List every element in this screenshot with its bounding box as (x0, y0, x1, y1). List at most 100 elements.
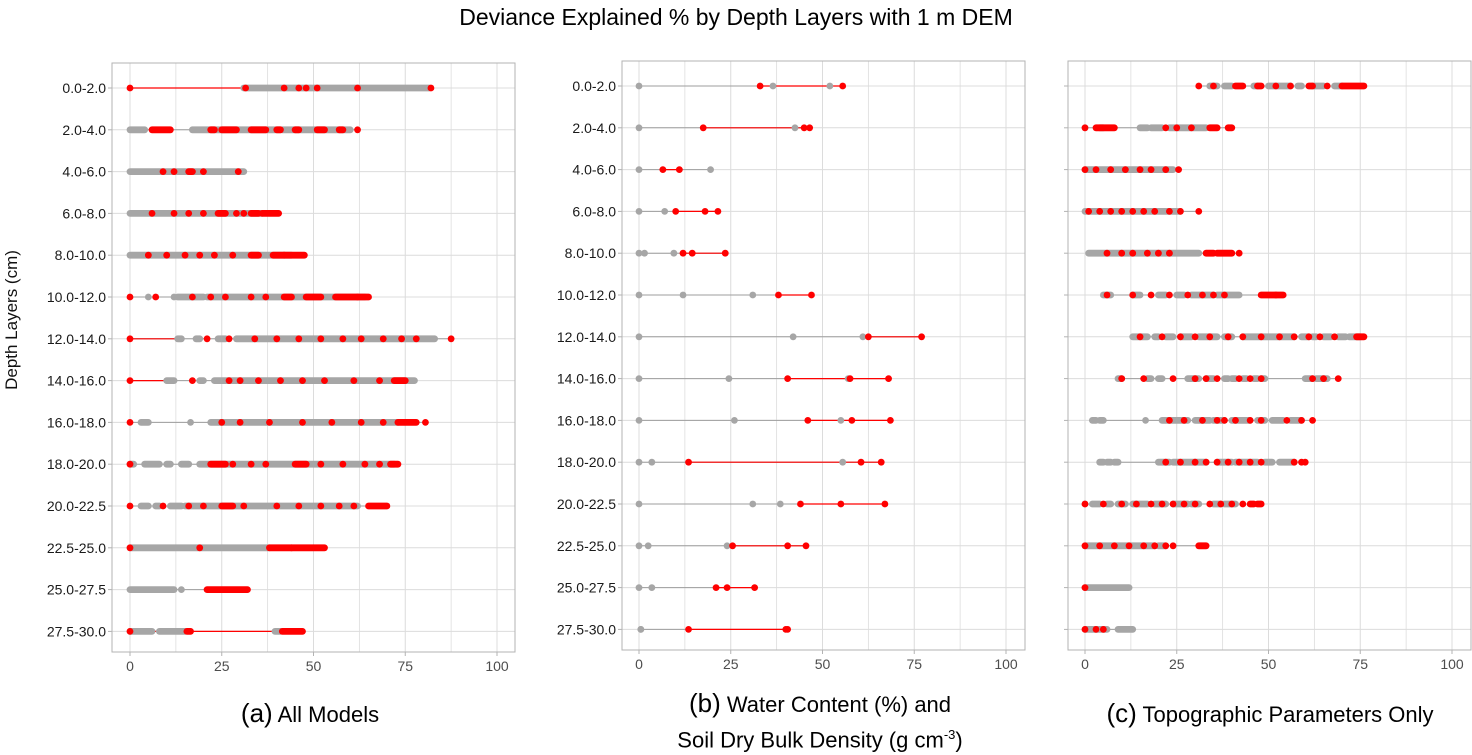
red-point-cluster (291, 460, 310, 468)
red-point (447, 335, 455, 343)
red-point (701, 208, 709, 215)
row-14.0-16.0 (635, 375, 892, 382)
row-27.5-30.0 (1081, 626, 1137, 633)
red-point (1276, 333, 1283, 341)
red-point (247, 293, 255, 301)
grey-point (635, 375, 643, 382)
red-point (1283, 417, 1291, 424)
red-point-cluster (247, 210, 262, 217)
red-point-cluster (218, 126, 240, 134)
red-point (196, 544, 204, 552)
red-point (797, 500, 804, 508)
red-point (672, 208, 680, 215)
red-point (1173, 124, 1181, 132)
red-point (1118, 375, 1126, 382)
red-point (848, 417, 856, 424)
grey-point-cluster (155, 628, 189, 635)
caption-c: (c) Topographic Parameters Only (1070, 698, 1470, 730)
caption-b-superscript: -3 (943, 727, 956, 742)
grey-point (635, 458, 643, 466)
red-point (1224, 333, 1232, 341)
red-point (784, 375, 792, 382)
red-point-cluster (207, 126, 218, 134)
red-point (357, 335, 365, 343)
red-point (1180, 417, 1188, 424)
red-point (126, 84, 134, 92)
grid (1068, 61, 1471, 650)
caption-a: (a) All Models (110, 698, 510, 730)
y-tick-label: 8.0-10.0 (565, 245, 617, 261)
grey-point-cluster (126, 586, 178, 593)
red-point (354, 126, 361, 134)
red-point-cluster (387, 460, 402, 468)
grey-point-cluster (137, 419, 152, 426)
red-point (886, 417, 894, 424)
row-18.0-20.0 (635, 458, 885, 466)
caption-b: (b) Water Content (%) and Soil Dry Bulk … (620, 688, 1020, 755)
red-point (723, 584, 731, 591)
red-point (379, 335, 387, 343)
red-point (1224, 458, 1232, 466)
red-point (398, 335, 405, 343)
red-point (1166, 417, 1173, 424)
row-6.0-8.0 (1081, 208, 1203, 215)
grey-point-cluster (1088, 500, 1104, 508)
red-point (1081, 124, 1089, 132)
red-point (837, 500, 845, 508)
red-point (1199, 417, 1206, 424)
red-point (280, 84, 288, 92)
red-point (196, 251, 204, 259)
red-point (1239, 500, 1247, 508)
row-8.0-10.0 (126, 251, 308, 259)
grey-point (144, 293, 152, 301)
red-point (1257, 458, 1265, 466)
y-tick-label: 22.5-25.0 (557, 538, 616, 554)
row-18.0-20.0 (1096, 458, 1309, 466)
red-point (427, 84, 435, 92)
row-25.0-27.5 (126, 586, 251, 593)
red-point (255, 377, 262, 384)
grey-point (635, 166, 643, 174)
grey-point-cluster (310, 84, 433, 92)
row-4.0-6.0 (1081, 166, 1182, 174)
caption-a-text: All Models (277, 702, 380, 727)
red-point (808, 291, 815, 299)
y-tick-label: 16.0-18.0 (557, 412, 616, 428)
row-2.0-4.0 (1081, 124, 1236, 132)
x-tick-label: 75 (906, 656, 922, 672)
red-point (126, 293, 134, 301)
x-tick-label: 50 (815, 656, 831, 672)
red-point (1305, 333, 1313, 341)
red-point (144, 251, 152, 259)
grey-point (670, 249, 678, 257)
red-point (1110, 542, 1118, 550)
red-point (1290, 458, 1298, 466)
red-point (317, 460, 325, 468)
red-point (1175, 166, 1182, 174)
red-point (1147, 166, 1155, 174)
row-2.0-4.0 (126, 126, 361, 134)
row-2.0-4.0 (635, 124, 814, 132)
grey-point-cluster (1213, 291, 1243, 299)
red-point-cluster (1213, 249, 1236, 257)
red-point (1107, 166, 1115, 174)
red-point-cluster (183, 628, 194, 635)
red-point (1191, 375, 1199, 382)
red-point (685, 458, 692, 466)
red-point (126, 628, 134, 635)
grey-point (749, 500, 757, 508)
red-point (1195, 208, 1203, 215)
grey-point (635, 542, 643, 550)
y-tick-label: 22.5-25.0 (47, 540, 106, 556)
caption-c-text: Topographic Parameters Only (1142, 702, 1434, 727)
x-tick-label: 25 (1169, 656, 1185, 672)
y-tick-label: 2.0-4.0 (572, 120, 616, 136)
red-point (721, 249, 729, 257)
red-point (126, 419, 134, 426)
red-point (756, 82, 764, 90)
red-point-cluster (1272, 291, 1287, 299)
grey-point (859, 333, 867, 341)
grey-point-cluster (1114, 626, 1137, 633)
row-6.0-8.0 (635, 208, 722, 215)
